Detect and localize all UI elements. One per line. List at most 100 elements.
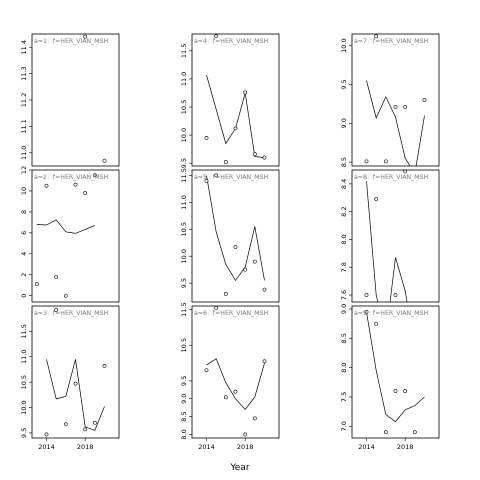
observation-point — [73, 381, 78, 386]
observation-point — [262, 359, 267, 364]
y-tick-label: 8.2 — [340, 207, 348, 217]
panel-strip-label: a=6 : f=HER_VIAN_MSH — [194, 310, 269, 317]
observation-point — [252, 416, 257, 421]
panel: 9.5 10.0 10.5 11.0 11.5 a=5 : f=HER_VIAN_MSH — [180, 168, 280, 303]
fit-line — [366, 181, 408, 302]
panel-frame — [351, 169, 440, 303]
observation-point — [214, 34, 219, 39]
panel-frame — [31, 305, 120, 439]
x-tick-label: 2014 — [38, 443, 55, 451]
panel: 8.0 8.5 9.0 9.5 10.5 11.5 2014 2018 a=6 : f=HER_… — [180, 302, 280, 451]
y-tick-label: 9.0 — [180, 394, 188, 404]
panel-frame — [191, 169, 280, 303]
y-tick-label: 10.5 — [180, 338, 188, 352]
y-tick-label: 12 — [20, 166, 28, 174]
y-tick-label: 7.8 — [340, 262, 348, 272]
y-tick-label: 11.1 — [20, 119, 28, 133]
y-tick-label: 11.0 — [20, 146, 28, 160]
y-tick-label: 9.0 — [340, 118, 348, 128]
panel-strip-label: a=4 : f=HER_VIAN_MSH — [194, 38, 269, 45]
y-tick-label: 11.0 — [180, 195, 188, 209]
y-tick-label: 8.5 — [340, 157, 348, 167]
y-tick-label: 11.0 — [20, 350, 28, 364]
observation-point — [92, 173, 97, 178]
y-tick-label: 9.5 — [180, 376, 188, 386]
y-tick-label: 11.0 — [180, 72, 188, 86]
observation-point — [364, 159, 369, 164]
observation-point — [233, 389, 238, 394]
y-tick-label: 7.0 — [340, 421, 348, 431]
y-tick-label: 8.0 — [340, 362, 348, 372]
fit-line — [206, 358, 265, 411]
y-tick-label: 10.0 — [20, 400, 28, 414]
y-tick-label: 11.4 — [20, 40, 28, 54]
observation-point — [262, 287, 267, 292]
x-tick-label: 2014 — [358, 443, 375, 451]
y-tick-label: 9.5 — [340, 79, 348, 89]
panel-strip-label: a=7 : f=HER_VIAN_MSH — [354, 38, 429, 45]
observation-point — [54, 308, 59, 312]
y-tick-label: 11.2 — [20, 93, 28, 107]
y-tick-label: 9.5 — [180, 278, 188, 288]
observation-point — [204, 178, 209, 183]
y-tick-label: 7.5 — [340, 392, 348, 402]
y-tick-label: 6 — [20, 231, 28, 235]
x-axis-label: Year — [229, 463, 249, 473]
y-tick-label: 8 — [20, 210, 28, 214]
observation-point — [233, 126, 238, 131]
observation-point — [393, 389, 398, 393]
y-tick-label: 11.3 — [20, 66, 28, 80]
fit-line — [366, 80, 425, 166]
panel-strip-label: a=9 : f=HER_VIAN_MSH — [354, 310, 429, 317]
observation-point — [102, 364, 107, 368]
observation-point — [83, 427, 88, 432]
panel: 7.6 7.8 8.0 8.2 8.4 a=8 : f=HER_VIAN_MSH — [340, 169, 440, 303]
observation-point — [252, 152, 257, 157]
observation-point — [403, 170, 408, 174]
panel-frame — [191, 33, 280, 167]
x-tick-label: 2018 — [237, 443, 254, 451]
y-tick-label: 11.5 — [180, 44, 188, 58]
y-tick-label: 11.5 — [180, 302, 188, 316]
y-tick-label: 9.5 — [20, 428, 28, 438]
observation-point — [412, 430, 417, 435]
observation-point — [403, 105, 408, 109]
observation-point — [243, 90, 248, 95]
observation-point — [102, 158, 107, 163]
observation-point — [393, 293, 398, 297]
y-tick-label: 0 — [20, 294, 28, 298]
observation-point — [383, 430, 388, 435]
observation-point — [214, 306, 219, 310]
observation-point — [364, 293, 369, 297]
observation-point — [374, 34, 379, 39]
observation-point — [383, 159, 388, 164]
panel-strip-label: a=8 : f=HER_VIAN_MSH — [354, 174, 429, 181]
observation-point — [262, 155, 267, 160]
y-tick-label: 9.0 — [340, 304, 348, 314]
observation-point — [63, 293, 68, 298]
y-tick-label: 4 — [20, 252, 28, 256]
observation-point — [83, 191, 88, 195]
observation-point — [252, 259, 257, 264]
panel-frame — [31, 169, 120, 303]
fit-line — [46, 359, 105, 431]
y-tick-label: 2 — [20, 273, 28, 277]
y-tick-label: 10.0 — [340, 38, 348, 52]
observation-point — [364, 309, 369, 314]
observation-point — [63, 422, 68, 427]
observation-point — [44, 432, 49, 437]
y-tick-label: 7.6 — [340, 290, 348, 300]
y-tick-label: 8.0 — [180, 429, 188, 439]
observation-point — [374, 321, 379, 326]
x-tick-label: 2014 — [198, 443, 215, 451]
observation-point — [233, 245, 238, 249]
y-tick-label: 11.5 — [20, 324, 28, 338]
observation-point — [34, 282, 39, 287]
panel-strip-label: a=5 : f=HER_VIAN_MSH — [194, 174, 269, 181]
observation-point — [403, 389, 408, 393]
panel-frame — [191, 305, 280, 439]
panel: 9.5 10.0 10.5 11.0 11.5 2014 2018 a=3 : f=HER_V… — [20, 305, 120, 451]
x-tick-label: 2018 — [397, 443, 414, 451]
panel: 8.5 9.0 9.5 10.0 a=7 : f=HER_VIAN_MSH — [340, 33, 440, 167]
